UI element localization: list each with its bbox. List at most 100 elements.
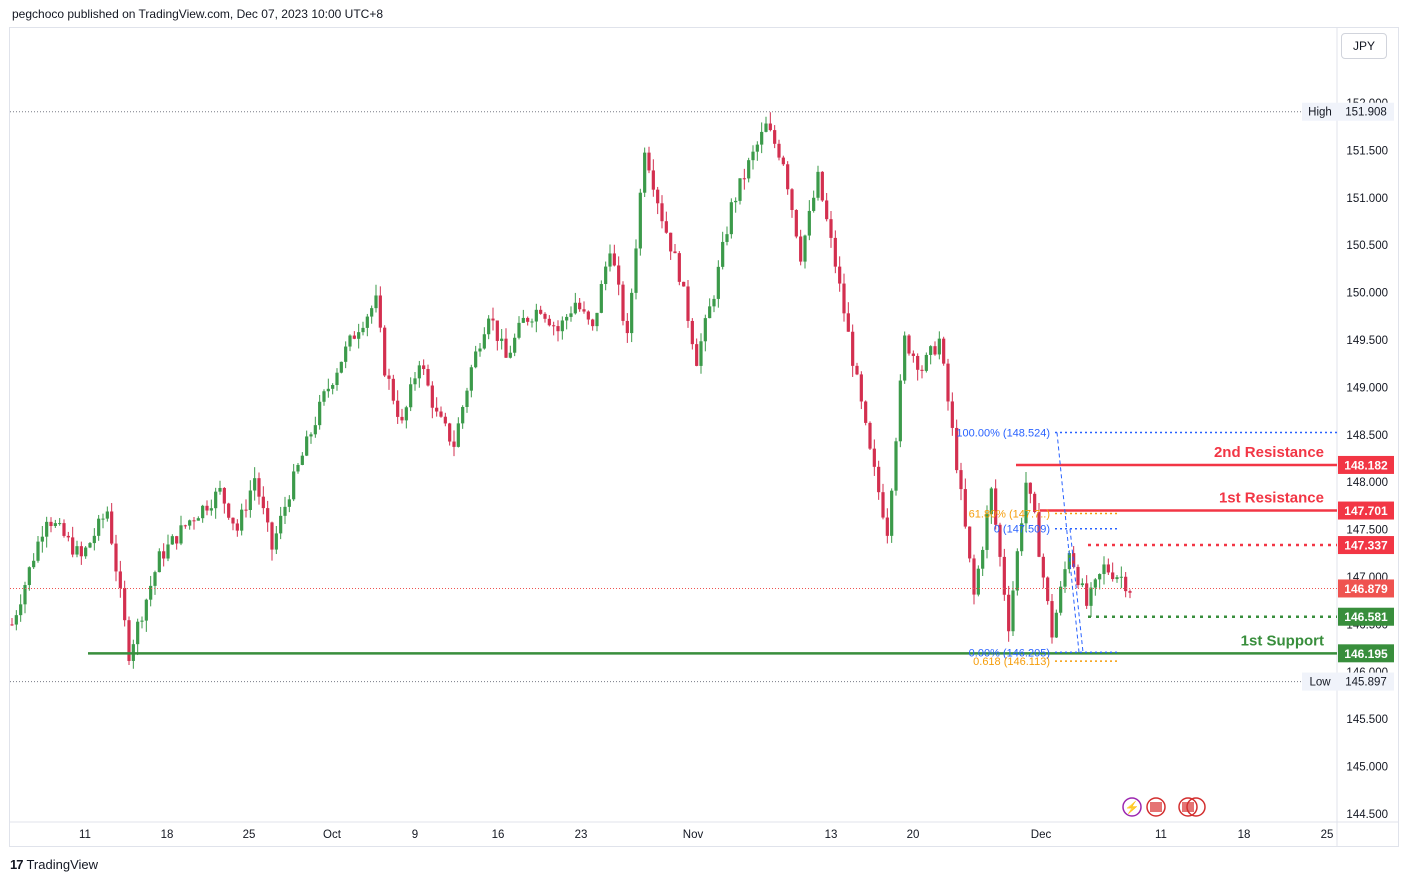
candle-body bbox=[1124, 576, 1128, 592]
candle-body bbox=[660, 203, 664, 222]
candle-body bbox=[352, 335, 356, 339]
candle-body bbox=[1024, 482, 1028, 524]
candle-body bbox=[179, 525, 183, 544]
candle-body bbox=[1037, 512, 1041, 557]
time-tick-label: 9 bbox=[412, 829, 418, 841]
candle-body bbox=[452, 441, 456, 447]
candle-body bbox=[32, 560, 36, 568]
candle-body bbox=[920, 369, 924, 371]
candle-body bbox=[855, 365, 859, 375]
candle-body bbox=[62, 523, 66, 536]
fib-level-label: 0.00% (146.205) bbox=[969, 647, 1050, 659]
candle-body bbox=[136, 621, 140, 645]
candle-body bbox=[1011, 590, 1015, 632]
candle-body bbox=[409, 384, 413, 408]
level-lines: 2nd Resistance 1st Resistance 1st Support bbox=[10, 111, 1337, 683]
candle-body bbox=[140, 620, 144, 622]
candle-body bbox=[166, 544, 170, 559]
time-tick-label: 11 bbox=[1155, 829, 1167, 841]
hl-tag-bg bbox=[1302, 672, 1338, 691]
candle-body bbox=[560, 320, 564, 332]
candle-body bbox=[227, 503, 231, 518]
candle-body bbox=[890, 490, 894, 536]
candle-body bbox=[209, 508, 213, 511]
candle-body bbox=[513, 337, 517, 353]
candle-body bbox=[175, 536, 179, 544]
candle-body bbox=[617, 265, 621, 285]
candle-body bbox=[677, 253, 681, 282]
candle-body bbox=[755, 144, 759, 152]
level-price-badge bbox=[1338, 455, 1394, 474]
tradingview-brand[interactable]: 17 TradingView bbox=[10, 857, 98, 872]
candle-body bbox=[1102, 564, 1106, 575]
candle-body bbox=[443, 416, 447, 424]
candle-body bbox=[543, 313, 547, 319]
fib-level-label: 0 (147.509) bbox=[994, 524, 1050, 536]
candle-body bbox=[10, 624, 14, 626]
candle-body bbox=[231, 517, 235, 524]
level-price-value: 148.182 bbox=[1344, 458, 1388, 472]
price-tick-label: 150.000 bbox=[1346, 288, 1388, 300]
candle-body bbox=[300, 455, 304, 465]
candle-body bbox=[478, 348, 482, 352]
candle-body bbox=[170, 536, 174, 545]
brand-name: TradingView bbox=[26, 857, 99, 872]
candle-body bbox=[370, 308, 374, 317]
svg-text:⚡: ⚡ bbox=[1125, 801, 1140, 815]
chart-frame bbox=[9, 27, 1399, 847]
level-price-value: 146.581 bbox=[1344, 610, 1388, 624]
hl-value: 145.897 bbox=[1345, 677, 1387, 689]
candle-body bbox=[1106, 564, 1110, 573]
level-price-badge bbox=[1338, 501, 1394, 520]
level-price-value: 147.701 bbox=[1344, 504, 1388, 518]
candle-body bbox=[950, 401, 954, 428]
candle-body bbox=[803, 235, 807, 262]
candle-body bbox=[985, 514, 989, 550]
time-tick-label: 18 bbox=[1238, 829, 1251, 841]
hl-tag-bg bbox=[1302, 102, 1338, 121]
candle-body bbox=[760, 131, 764, 145]
candle-body bbox=[712, 298, 716, 307]
candle-body bbox=[686, 286, 690, 321]
candle-body bbox=[699, 341, 703, 366]
candle-body bbox=[504, 338, 508, 358]
time-tick-label: Dec bbox=[1031, 829, 1052, 841]
candle-body bbox=[738, 178, 742, 201]
candle-body bbox=[937, 338, 941, 355]
candle-body bbox=[400, 416, 404, 421]
time-tick-label: Oct bbox=[323, 829, 342, 841]
currency-selector[interactable]: JPY bbox=[1341, 33, 1387, 59]
candle-body bbox=[274, 533, 278, 550]
candle-body bbox=[946, 363, 950, 402]
candle-body bbox=[786, 164, 790, 190]
candle-body bbox=[214, 491, 218, 509]
candle-body bbox=[322, 391, 326, 402]
candle-body bbox=[305, 436, 309, 456]
candle-body bbox=[114, 543, 118, 572]
candle-body bbox=[846, 313, 850, 332]
candle-body bbox=[49, 521, 53, 527]
candle-body bbox=[638, 192, 642, 249]
hl-value-bg bbox=[1338, 672, 1394, 691]
candle-body bbox=[578, 302, 582, 310]
candle-body bbox=[58, 523, 62, 525]
candle-body bbox=[747, 160, 751, 179]
candle-body bbox=[279, 515, 283, 534]
candle-body bbox=[188, 520, 192, 526]
candle-body bbox=[820, 171, 824, 201]
candle-body bbox=[439, 411, 443, 417]
candle-body bbox=[539, 309, 543, 314]
candlestick-series bbox=[10, 112, 1132, 669]
candle-body bbox=[396, 400, 400, 417]
candle-body bbox=[365, 316, 369, 328]
candle-body bbox=[669, 232, 673, 252]
time-tick-label: 18 bbox=[161, 829, 174, 841]
candle-body bbox=[1020, 523, 1024, 552]
candle-body bbox=[266, 508, 270, 523]
flash-icon[interactable] bbox=[1122, 797, 1142, 817]
candle-body bbox=[781, 157, 785, 165]
candle-body bbox=[903, 335, 907, 381]
candle-body bbox=[344, 346, 348, 362]
candle-body bbox=[422, 365, 426, 370]
